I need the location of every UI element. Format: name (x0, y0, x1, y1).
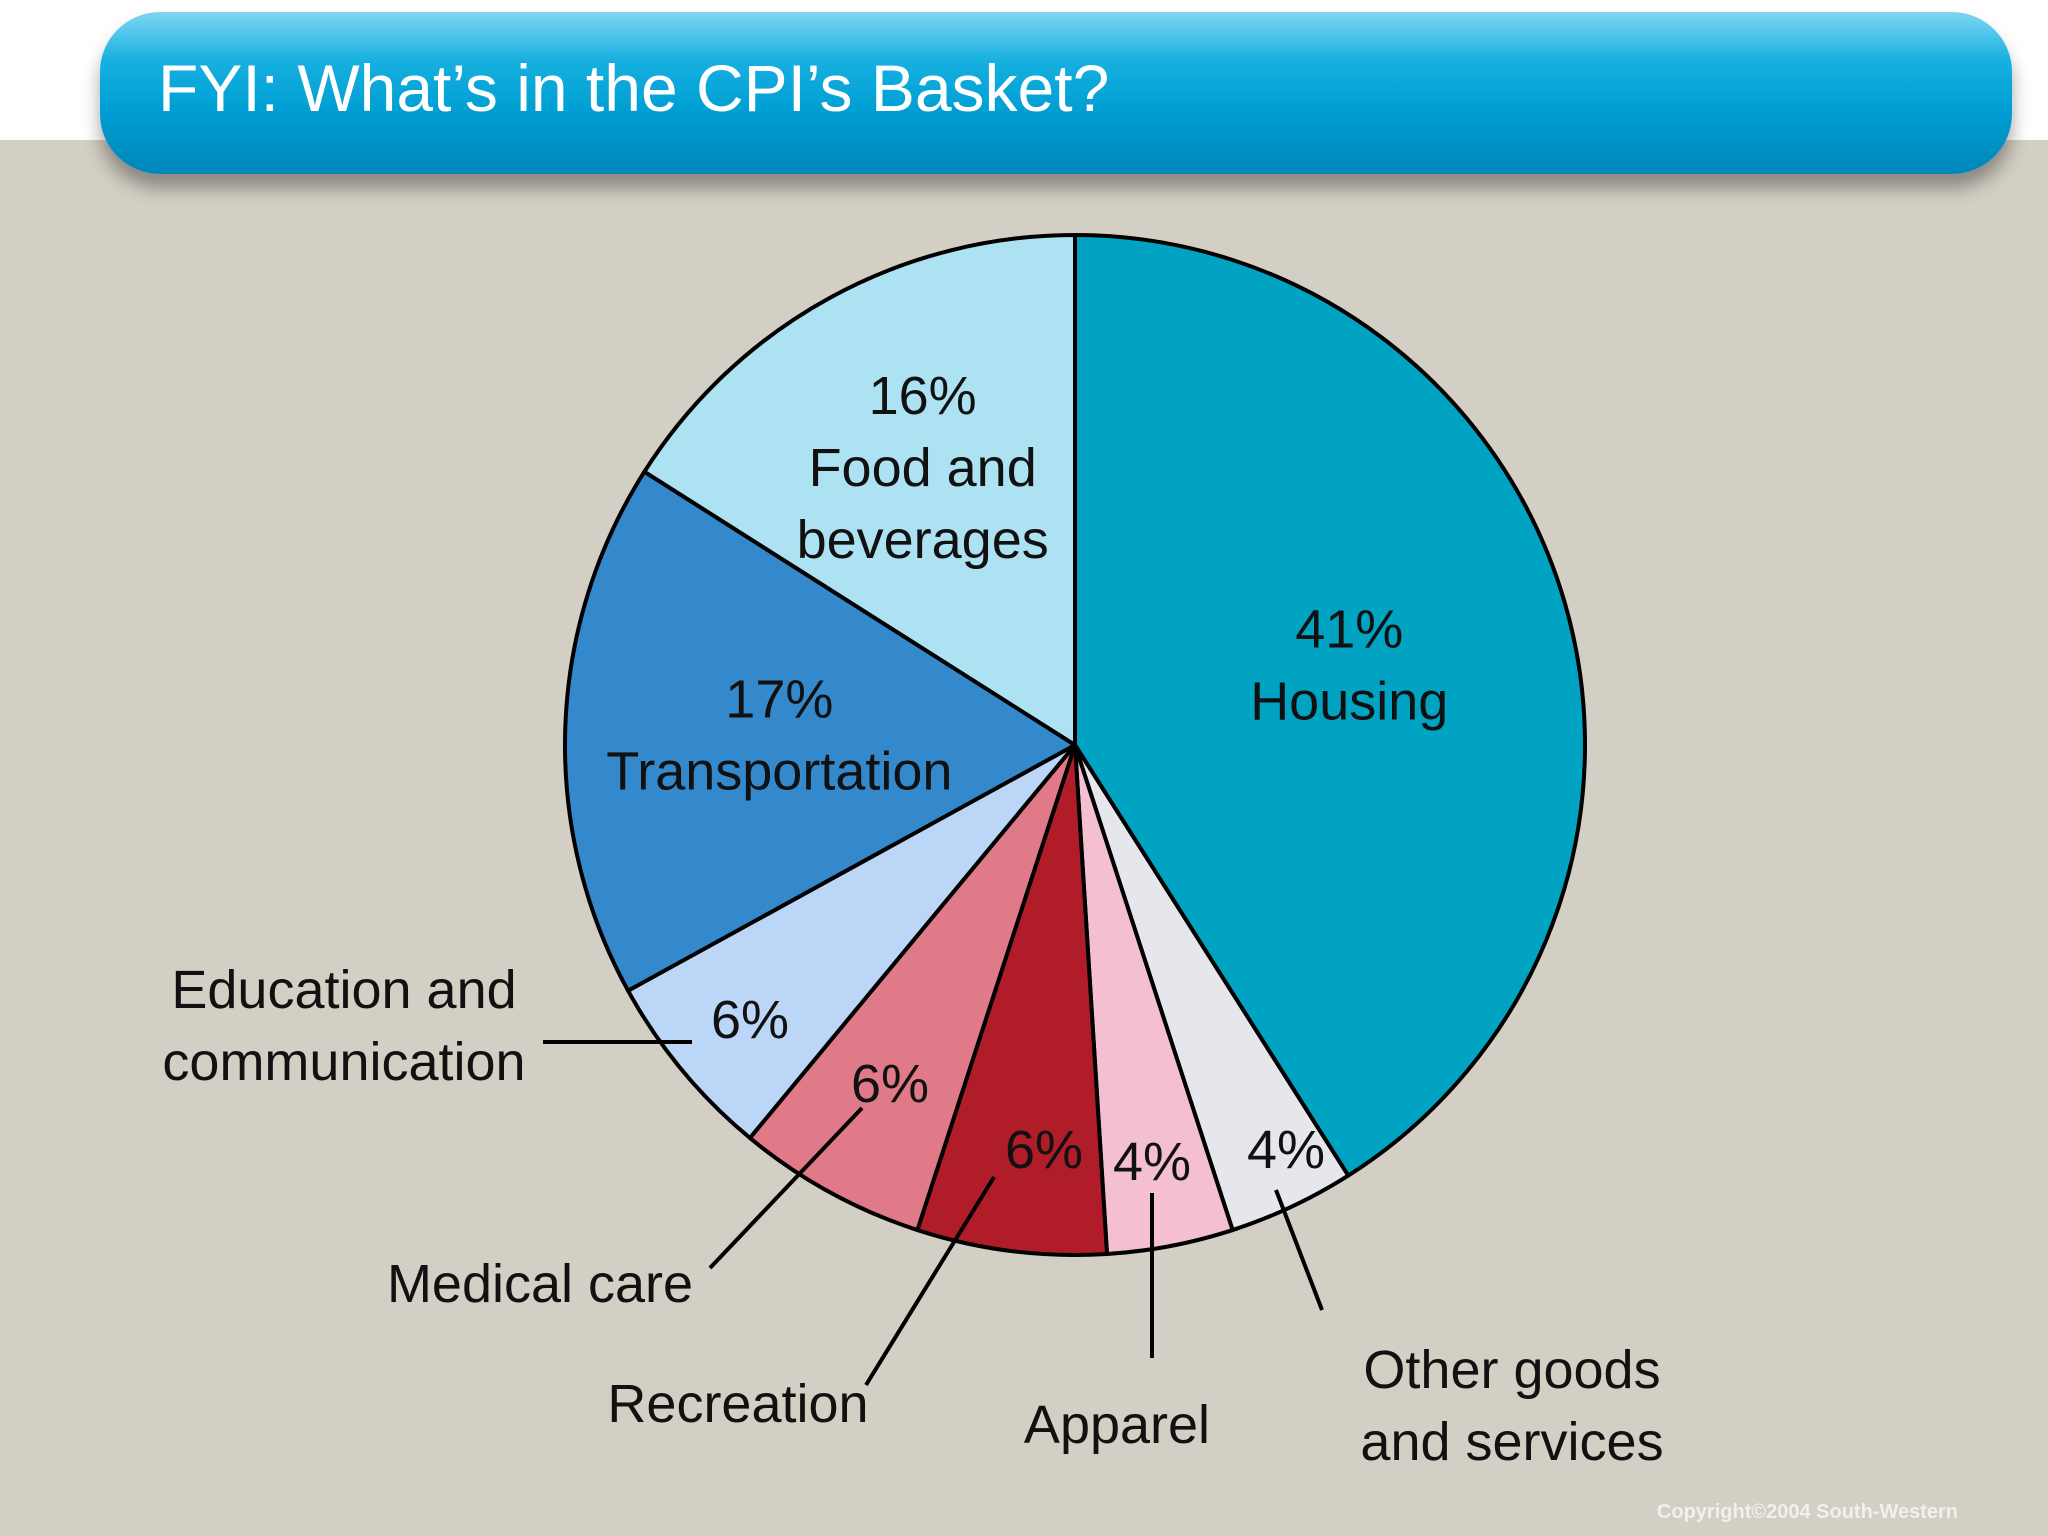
slice-value-label-medical-care: 6% (851, 1054, 929, 1114)
slice-value-label-transportation: 17% (725, 670, 833, 730)
slice-value-label-food-and-beverages: 16% (869, 366, 977, 426)
slice-name-label-other-goods-and-services: Other goods and services (1360, 1340, 1663, 1472)
pie-slice-medical-care (747, 743, 1077, 1233)
slice-name-label-apparel: Apparel (1024, 1395, 1210, 1455)
slide-title: FYI: What’s in the CPI’s Basket? (158, 51, 1110, 125)
slice-value-label-recreation: 6% (1005, 1120, 1083, 1180)
slice-value-label-housing: 41% (1295, 599, 1403, 659)
pie-slice-food-and-beverages (642, 233, 1077, 747)
pie-slice-education-and-communication (626, 743, 1077, 1140)
slice-name-label-food-and-beverages: Food and beverages (797, 438, 1049, 570)
pie-slice-transportation (563, 469, 1077, 993)
leader-line-recreation (864, 1175, 996, 1387)
slice-name-label-education-and-communication: Education and communication (162, 960, 525, 1092)
title-bar (100, 12, 2012, 174)
slice-name-label-housing: Housing (1250, 671, 1448, 731)
slice-name-label-transportation: Transportation (606, 742, 952, 802)
slice-value-label-other-goods-and-services: 4% (1247, 1120, 1325, 1180)
pie-slice-housing (1073, 233, 1587, 1178)
leader-line-medical-care (708, 1106, 864, 1270)
slice-name-label-recreation: Recreation (607, 1374, 868, 1434)
slice-name-label-medical-care: Medical care (387, 1254, 693, 1314)
leader-line-other-goods-and-services (1274, 1189, 1324, 1311)
slice-value-label-apparel: 4% (1113, 1132, 1191, 1192)
pie-slice-recreation (915, 743, 1110, 1257)
copyright-notice: Copyright©2004 South-Western (1656, 1501, 1958, 1523)
slice-value-label-education-and-communication: 6% (711, 990, 789, 1050)
